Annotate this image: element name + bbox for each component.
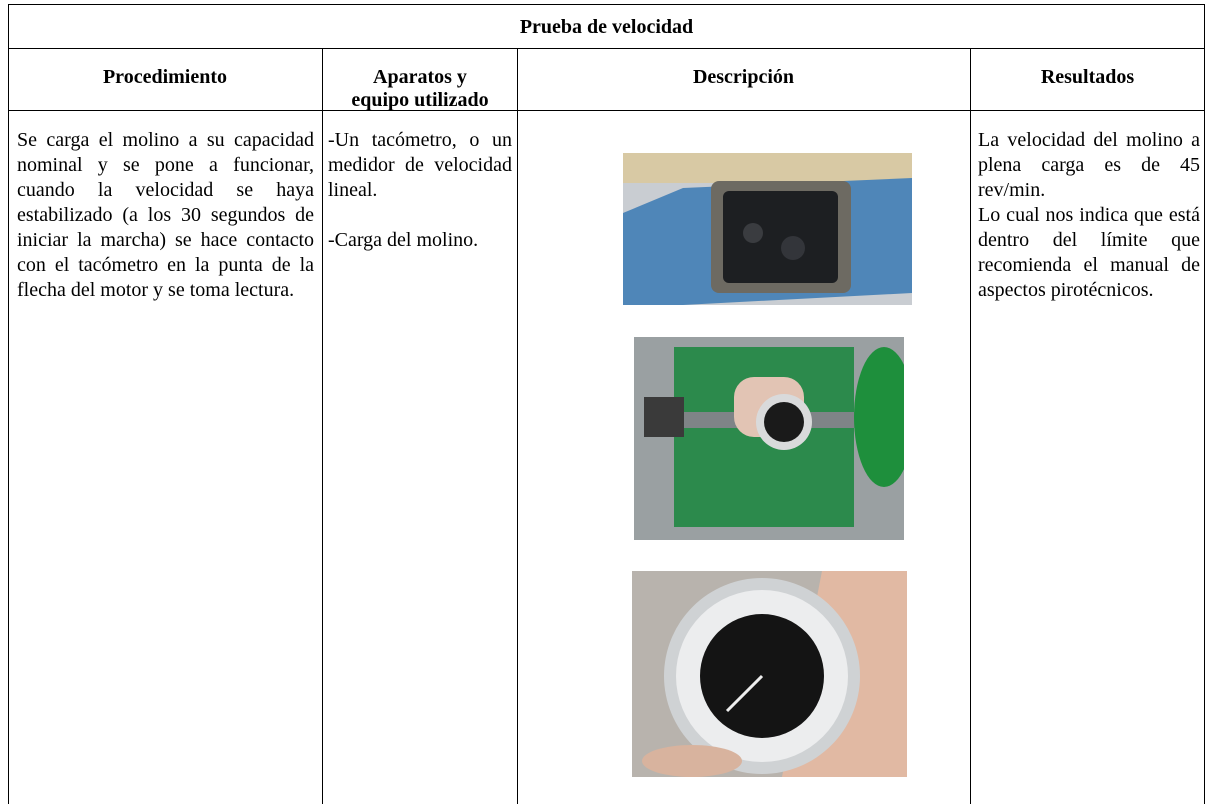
cell-text: Se carga el molino a su capacidad nomina…: [17, 128, 314, 303]
cell-text: La velocidad del molino a plena carga es…: [978, 128, 1200, 303]
photo: [623, 153, 912, 305]
paragraph: La velocidad del molino a plena carga es…: [978, 129, 1200, 201]
col-line: [970, 48, 971, 804]
table-border: [8, 4, 1205, 804]
paragraph: Lo cual nos indica que está dentro del l…: [978, 204, 1200, 301]
photo: [634, 337, 904, 540]
header-cell: Procedimiento: [102, 66, 228, 88]
paragraph: -Un tacómetro, o un medidor de velocidad…: [328, 129, 512, 201]
header-cell: Resultados: [1040, 66, 1135, 88]
row-line: [8, 48, 1205, 49]
paragraph: -Carga del molino.: [328, 229, 479, 251]
table-title: Prueba de velocidad: [519, 16, 694, 38]
photo: [632, 571, 907, 777]
col-line: [322, 48, 323, 804]
paragraph: Se carga el molino a su capacidad nomina…: [17, 129, 314, 301]
header-cell: Aparatos y equipo utilizado: [351, 66, 489, 111]
col-line: [517, 48, 518, 804]
cell-text: -Un tacómetro, o un medidor de velocidad…: [328, 128, 512, 253]
header-cell: Descripción: [692, 66, 795, 88]
row-line: [8, 110, 1205, 111]
